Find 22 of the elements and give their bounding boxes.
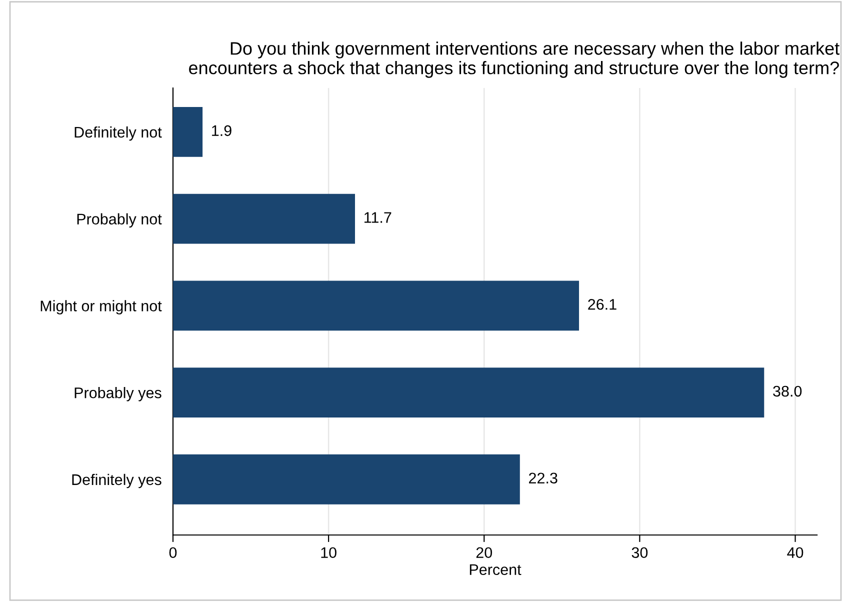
x-axis-title: Percent bbox=[470, 564, 522, 576]
y-tick-label: Definitely yes bbox=[72, 474, 162, 488]
x-tick-label: 0 bbox=[169, 547, 177, 558]
bar bbox=[172, 368, 764, 418]
bar bbox=[172, 454, 520, 504]
data-label: 11.7 bbox=[364, 212, 392, 223]
chart-title: Do you think government interventions are necessary when the labor market encounters a shock that changes its functioning and structure over the long term? bbox=[189, 42, 840, 78]
data-label: 1.9 bbox=[212, 125, 232, 136]
bar bbox=[172, 194, 355, 244]
data-label: 38.0 bbox=[773, 386, 802, 397]
data-label: 22.3 bbox=[529, 472, 558, 484]
bar bbox=[172, 280, 580, 331]
y-tick-label: Probably yes bbox=[74, 387, 162, 402]
data-label: 26.1 bbox=[588, 298, 616, 310]
y-tick-label: Might or might not bbox=[40, 300, 162, 314]
x-tick-label: 10 bbox=[321, 547, 336, 558]
y-tick-label: Probably not bbox=[77, 213, 162, 228]
bar bbox=[172, 106, 203, 157]
x-tick-label: 30 bbox=[632, 547, 648, 558]
x-tick-label: 40 bbox=[787, 547, 804, 558]
y-tick-label: Definitely not bbox=[74, 126, 162, 141]
x-tick-label: 20 bbox=[476, 547, 492, 558]
